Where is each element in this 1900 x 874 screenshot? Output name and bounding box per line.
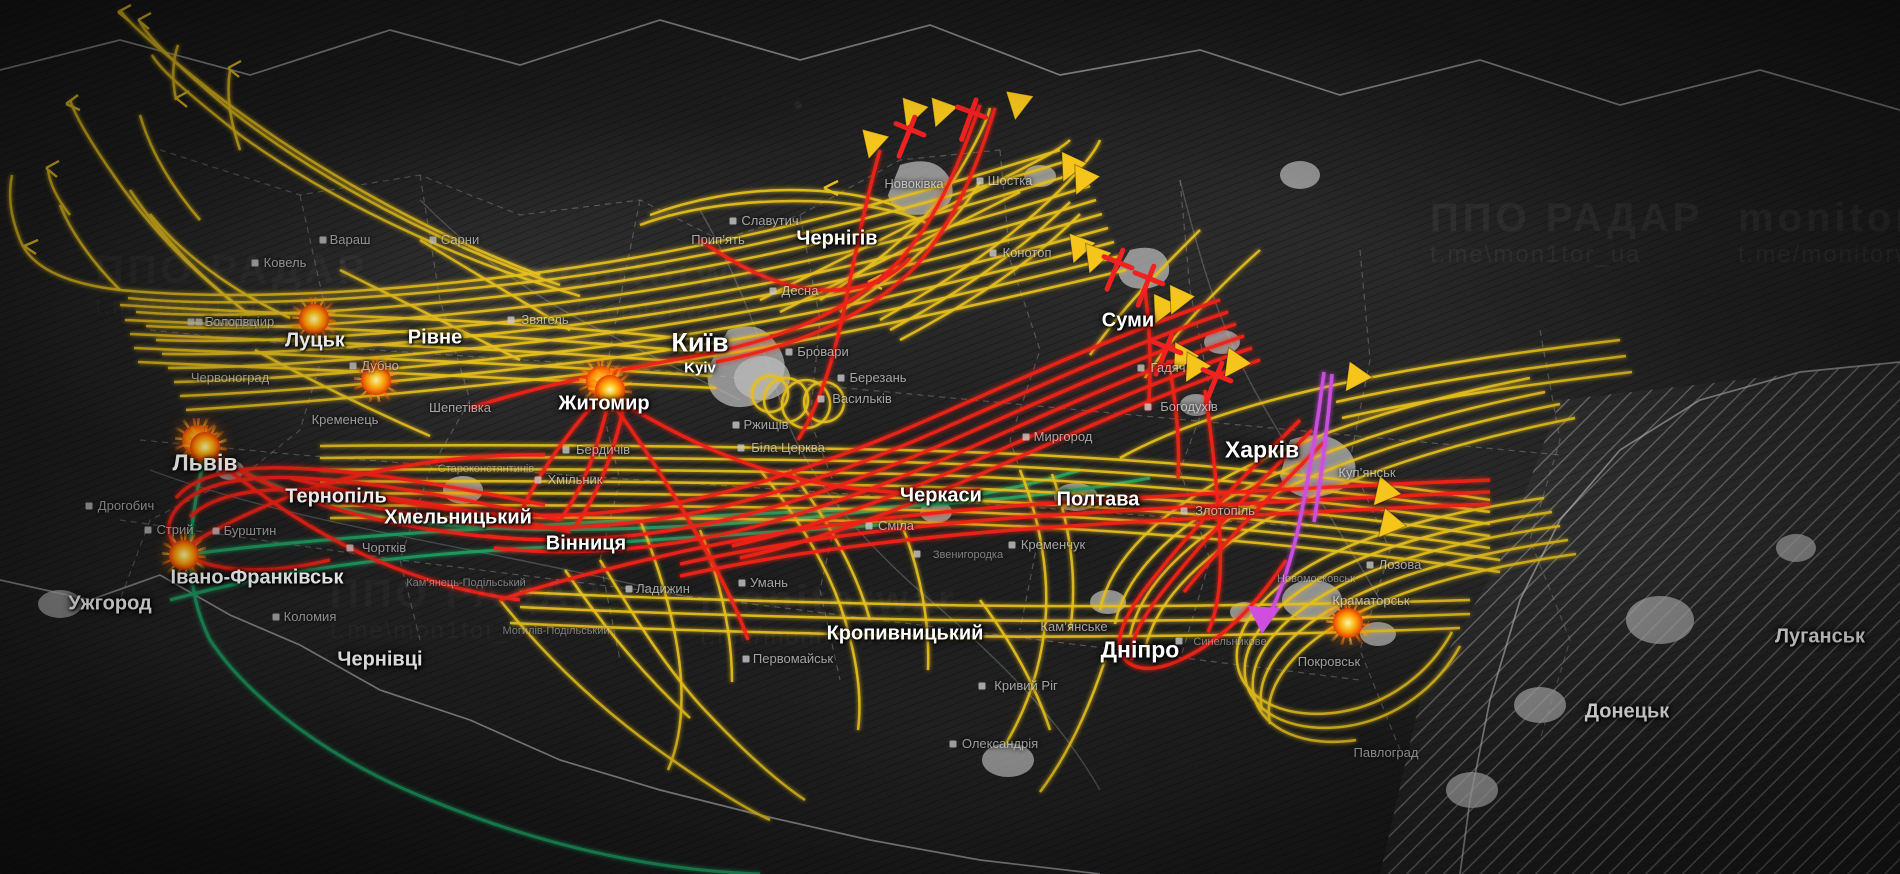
town-marker-dot: [1180, 507, 1188, 515]
town-marker-dot: [562, 446, 570, 454]
town-marker-dot: [429, 236, 437, 244]
town-marker-dot: [187, 318, 195, 326]
town-marker-dot: [732, 421, 740, 429]
drone-track-group: [8, 9, 1633, 822]
town-marker-dot: [1144, 403, 1152, 411]
town-marker-dot: [913, 550, 921, 558]
town-marker-dot: [729, 217, 737, 225]
town-marker-dot: [976, 177, 984, 185]
town-marker-dot: [534, 476, 542, 484]
town-marker-dot: [272, 613, 280, 621]
town-marker-dot: [1022, 433, 1030, 441]
town-marker-dot: [978, 682, 986, 690]
town-marker-dot: [85, 502, 93, 510]
town-marker-dot: [1366, 561, 1374, 569]
town-marker-dot: [251, 259, 259, 267]
town-marker-dot: [1175, 637, 1183, 645]
special-track-group: [1266, 371, 1334, 619]
town-marker-dot: [625, 585, 633, 593]
town-marker-dot: [144, 526, 152, 534]
town-marker-dot: [865, 522, 873, 530]
town-marker-dot: [742, 655, 750, 663]
town-marker-dot: [738, 579, 746, 587]
town-marker-dot: [212, 527, 220, 535]
town-marker-dot: [769, 287, 777, 295]
town-marker-dot: [785, 348, 793, 356]
town-marker-dot: [1137, 364, 1145, 372]
town-marker-dot: [817, 395, 825, 403]
town-marker-dot: [346, 544, 354, 552]
town-marker-dot: [319, 236, 327, 244]
town-marker-dot: [989, 249, 997, 257]
town-marker-dot: [507, 316, 515, 324]
town-marker-dot: [737, 444, 745, 452]
town-marker-dot: [949, 740, 957, 748]
town-marker-dot: [195, 318, 203, 326]
town-marker-dot: [349, 362, 357, 370]
town-marker-dot: [1008, 541, 1016, 549]
town-marker-dot: [837, 374, 845, 382]
